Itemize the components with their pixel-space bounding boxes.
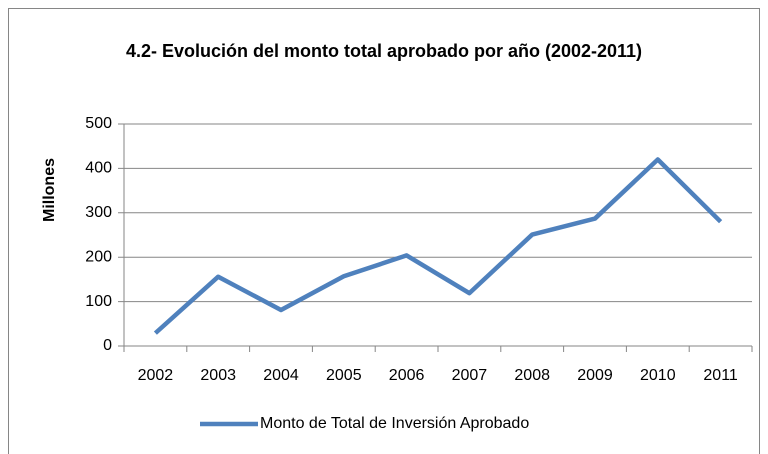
x-tick-label: 2009: [577, 367, 613, 384]
y-axis-label: Millones: [41, 158, 58, 222]
y-tick-label: 0: [103, 337, 112, 354]
y-tick-label: 500: [85, 115, 112, 132]
x-tick-label: 2007: [452, 367, 488, 384]
x-tick-label: 2004: [263, 367, 299, 384]
chart-frame: [8, 8, 760, 454]
data-line: [153, 157, 723, 335]
x-tick-label: 2008: [514, 367, 550, 384]
y-tick-label: 200: [85, 248, 112, 265]
x-tick-label: 2011: [703, 367, 738, 384]
chart-title: 4.2- Evolución del monto total aprobado …: [125, 41, 643, 61]
x-tick-label: 2005: [326, 367, 362, 384]
legend-label: Monto de Total de Inversión Aprobado: [260, 415, 529, 432]
y-tick-label: 100: [85, 293, 112, 310]
x-tick-label: 2003: [200, 367, 236, 384]
x-tick-label: 2006: [389, 367, 425, 384]
x-tick-label: 2010: [640, 367, 676, 384]
y-tick-label: 300: [85, 204, 112, 221]
y-tick-label: 400: [85, 160, 112, 177]
x-tick-label: 2002: [138, 367, 174, 384]
